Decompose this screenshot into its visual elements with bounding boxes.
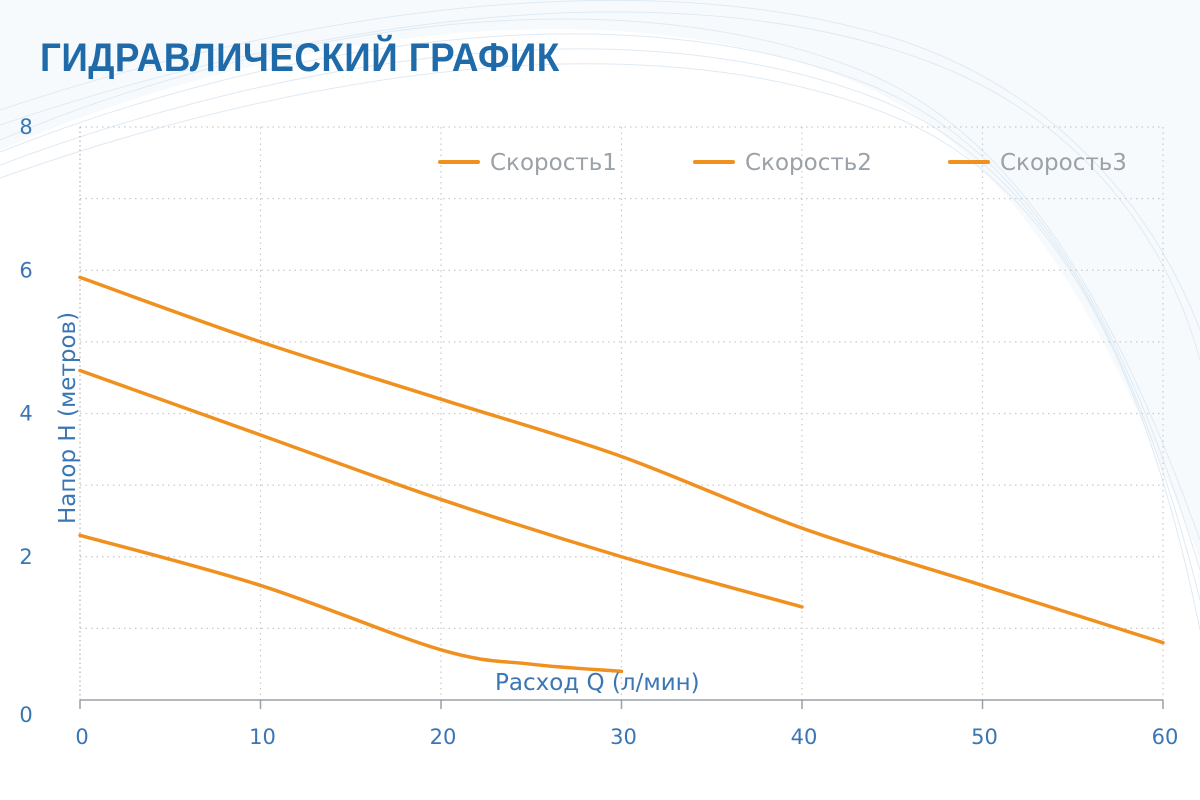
x-tick-label: 20 [430, 725, 457, 749]
x-tick-label: 30 [610, 725, 637, 749]
y-tick-label: 2 [19, 545, 32, 569]
series-line-2 [78, 368, 804, 609]
x-tick-labels: 0 10 20 30 40 50 60 [75, 725, 1178, 749]
x-tick-label: 50 [971, 725, 998, 749]
y-tick-label: 4 [19, 402, 32, 426]
x-axis-label: Расход Q (л/мин) [495, 670, 700, 696]
chart-grid [80, 126, 1164, 700]
series-line-1 [78, 533, 624, 674]
y-tick-label: 6 [19, 258, 32, 282]
x-tick-label: 40 [791, 725, 818, 749]
y-tick-label: 0 [19, 703, 32, 727]
x-tick-label: 0 [75, 725, 88, 749]
page-title: ГИДРАВЛИЧЕСКИЙ ГРАФИК [40, 36, 560, 80]
x-tick-label: 60 [1152, 725, 1179, 749]
y-tick-labels: 0 2 4 6 8 [19, 115, 32, 727]
legend-label: Скорость1 [490, 150, 617, 176]
chart-legend: Скорость1 Скорость2 Скорость3 [438, 150, 1127, 176]
legend-label: Скорость2 [745, 150, 872, 176]
legend-label: Скорость3 [1000, 150, 1127, 176]
y-axis-label: Напор H (метров) [55, 312, 81, 524]
x-tick-label: 10 [249, 725, 276, 749]
series-line-3 [78, 275, 1165, 645]
chart-series [78, 275, 1165, 674]
y-tick-label: 8 [19, 115, 32, 139]
chart-axes [79, 127, 1164, 709]
